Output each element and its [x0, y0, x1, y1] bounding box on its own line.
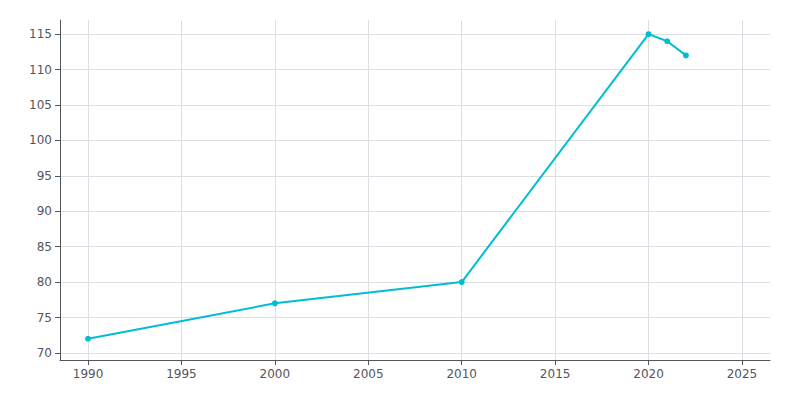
svg-text:2015: 2015 — [540, 367, 571, 381]
svg-text:115: 115 — [29, 27, 52, 41]
svg-text:100: 100 — [29, 133, 52, 147]
svg-text:2010: 2010 — [446, 367, 477, 381]
svg-text:75: 75 — [37, 311, 52, 325]
svg-text:95: 95 — [37, 169, 52, 183]
svg-text:70: 70 — [37, 346, 52, 360]
svg-text:105: 105 — [29, 98, 52, 112]
svg-text:2025: 2025 — [727, 367, 758, 381]
svg-text:1995: 1995 — [166, 367, 197, 381]
svg-text:2020: 2020 — [633, 367, 664, 381]
svg-text:2000: 2000 — [260, 367, 291, 381]
svg-text:2005: 2005 — [353, 367, 384, 381]
svg-text:1990: 1990 — [73, 367, 104, 381]
svg-text:90: 90 — [37, 204, 52, 218]
svg-text:85: 85 — [37, 240, 52, 254]
svg-text:110: 110 — [29, 63, 52, 77]
svg-text:80: 80 — [37, 275, 52, 289]
